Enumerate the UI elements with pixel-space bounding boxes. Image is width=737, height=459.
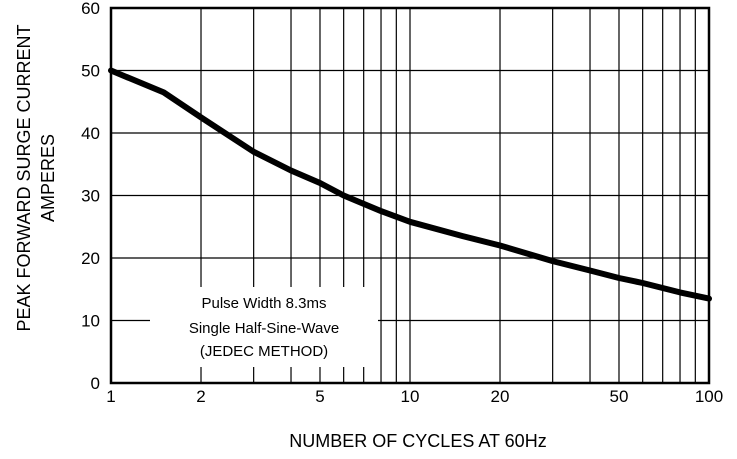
annotation-background [150, 287, 378, 367]
grid [111, 8, 709, 383]
y-tick-label: 10 [81, 312, 100, 331]
x-tick-label: 50 [610, 387, 629, 406]
y-tick-label: 50 [81, 62, 100, 81]
y-tick-label: 60 [81, 0, 100, 18]
series [108, 67, 712, 302]
x-tick-label: 10 [401, 387, 420, 406]
y-axis-title-units: AMPERES [38, 134, 58, 222]
annotation: Pulse Width 8.3ms Single Half-Sine-Wave (J… [150, 287, 378, 367]
y-tick-label: 30 [81, 187, 100, 206]
x-tick-label: 2 [196, 387, 205, 406]
x-tick-label: 5 [315, 387, 324, 406]
plot-frame [109, 6, 711, 385]
x-tick-label: 1 [106, 387, 115, 406]
x-tick-label: 100 [695, 387, 723, 406]
y-axis-title: PEAK FORWARD SURGE CURRENT [14, 24, 34, 331]
series-line [108, 67, 712, 302]
annotation-line: Pulse Width 8.3ms [201, 295, 326, 312]
annotation-line: (JEDEC METHOD) [200, 343, 328, 360]
y-tick-label: 20 [81, 249, 100, 268]
annotation-line: Single Half-Sine-Wave [189, 320, 339, 337]
x-tick-labels: 1 2 5 10 20 50 100 [106, 387, 723, 406]
x-tick-label: 20 [491, 387, 510, 406]
y-tick-labels: 0 10 20 30 40 50 60 [81, 0, 100, 393]
x-axis-title: NUMBER OF CYCLES AT 60Hz [289, 431, 546, 451]
y-tick-label: 40 [81, 124, 100, 143]
y-tick-label: 0 [91, 374, 100, 393]
